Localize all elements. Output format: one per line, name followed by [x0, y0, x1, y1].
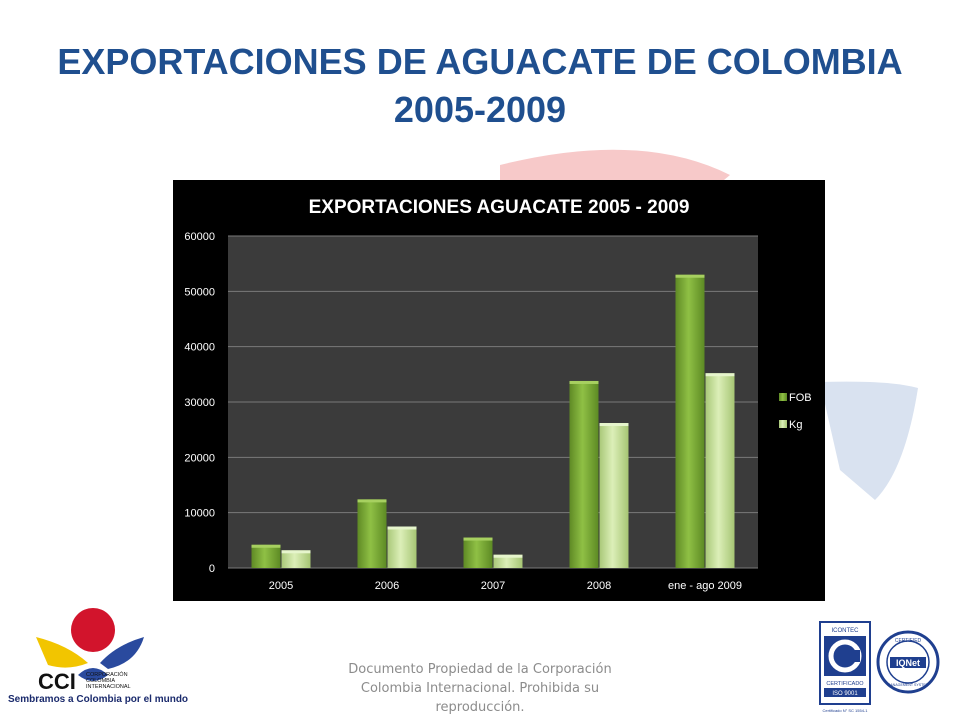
chart-title: EXPORTACIONES AGUACATE 2005 - 2009	[309, 197, 690, 218]
bar-fob-2005	[251, 544, 281, 568]
page-title: EXPORTACIONES DE AGUACATE DE COLOMBIA 20…	[40, 38, 920, 134]
bar-kg-2006	[387, 526, 417, 568]
logo-name-line3: INTERNACIONAL	[86, 684, 131, 690]
iqnet-name: IQNet	[896, 658, 920, 668]
y-tick-label: 30000	[184, 397, 215, 409]
bar-top-kg	[493, 554, 523, 558]
logo-slogan: Sembramos a Colombia por el mundo	[8, 694, 189, 705]
x-tick-label: 2006	[375, 580, 399, 592]
iqnet-management: MANAGEMENT SYSTEM	[887, 683, 928, 687]
bar-fob-2008	[569, 380, 599, 568]
logo-name-line1: CORPORACIÓN	[86, 671, 128, 678]
bar-fob-2007	[463, 537, 493, 568]
page-title-line1: EXPORTACIONES DE AGUACATE DE COLOMBIA	[57, 41, 903, 82]
x-tick-label: 2005	[269, 580, 293, 592]
y-tick-label: 40000	[184, 342, 215, 354]
x-tick-label: 2007	[481, 580, 505, 592]
bar-fob-2006	[357, 499, 387, 568]
bar-kg-2008	[599, 423, 629, 568]
bar-top-kg	[387, 526, 417, 530]
bar-fob-ene-ago2009	[675, 274, 705, 568]
cci-logo: CCI CORPORACIÓN COLOMBIA INTERNACIONAL	[36, 608, 144, 694]
y-tick-label: 50000	[184, 286, 215, 298]
bar-top-fob	[251, 544, 281, 548]
legend-label-fob: FOB	[789, 392, 812, 404]
chart: EXPORTACIONES AGUACATE 2005 - 2009 2005 2…	[173, 180, 825, 601]
logo-circle-red	[71, 608, 115, 652]
legend-label-kg: Kg	[789, 419, 802, 431]
bar-kg-ene-ago2009	[705, 373, 735, 568]
bar-top-kg	[705, 373, 735, 377]
icontec-name: ICONTEC	[832, 628, 860, 634]
icontec-certificado: CERTIFICADO	[826, 681, 864, 687]
bar-top-fob	[569, 380, 599, 384]
x-tick-label: ene - ago 2009	[668, 580, 742, 592]
y-tick-label: 10000	[184, 508, 215, 520]
footer-text: Documento Propiedad de la Corporación Co…	[348, 662, 612, 715]
icontec-iso: ISO 9001	[832, 691, 858, 697]
icontec-cert-number: Certificado N° SC 1554-1	[823, 708, 869, 713]
certification-logos: ICONTEC CERTIFICADO ISO 9001 Certificado…	[819, 621, 940, 713]
bar-top-kg	[281, 550, 311, 554]
page-title-line2: 2005-2009	[393, 89, 567, 130]
y-tick-label: 60000	[184, 231, 215, 243]
logo-acronym: CCI	[38, 669, 76, 694]
x-tick-label: 2008	[587, 580, 611, 592]
bar-top-fob	[357, 499, 387, 503]
bar-top-fob	[463, 537, 493, 541]
chart-svg: EXPORTACIONES AGUACATE 2005 - 2009 2005 2…	[184, 197, 812, 592]
iqnet-certified: CERTIFIED	[895, 638, 922, 644]
legend-swatch-fob	[779, 393, 787, 401]
legend-swatch-kg	[779, 420, 787, 428]
bar-kg-2007	[493, 554, 523, 568]
bar-top-fob	[675, 274, 705, 278]
y-tick-label: 20000	[184, 452, 215, 464]
y-tick-label: 0	[209, 563, 215, 575]
logo-name-line2: COLOMBIA	[86, 678, 115, 684]
bar-top-kg	[599, 423, 629, 427]
bar-kg-2005	[281, 550, 311, 568]
